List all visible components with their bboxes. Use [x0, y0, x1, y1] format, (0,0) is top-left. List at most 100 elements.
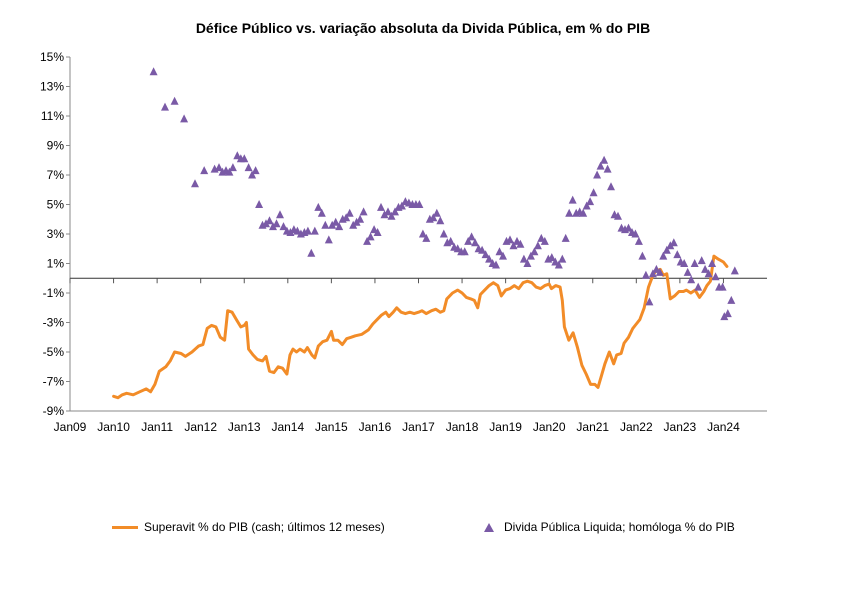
divida-point — [345, 208, 354, 217]
divida-point — [697, 256, 706, 265]
y-tick-label: 13% — [40, 80, 64, 94]
y-tick-label: 9% — [47, 139, 65, 153]
divida-point — [380, 210, 389, 219]
x-tick-label: Jan12 — [184, 420, 217, 434]
divida-point — [269, 222, 277, 231]
x-tick-label: Jan21 — [576, 420, 609, 434]
divida-point — [673, 250, 682, 259]
x-tick-label: Jan24 — [707, 420, 740, 434]
y-tick-label: 3% — [47, 227, 65, 241]
divida-point — [191, 179, 199, 188]
divida-point — [540, 236, 549, 245]
divida-point — [310, 226, 319, 235]
divida-point — [356, 214, 365, 223]
divida-point — [436, 216, 445, 225]
divida-point — [363, 236, 372, 245]
x-tick-label: Jan11 — [141, 420, 173, 434]
divida-point — [387, 211, 396, 220]
divida-point — [384, 207, 392, 216]
divida-point — [248, 170, 257, 179]
x-tick-label: Jan13 — [228, 420, 261, 434]
divida-point — [641, 270, 650, 279]
divida-point — [631, 229, 640, 238]
y-tick-label: 5% — [47, 198, 65, 212]
x-tick-label: Jan20 — [533, 420, 566, 434]
divida-point — [460, 247, 469, 256]
legend: Superavit % do PIB (cash; últimos 12 mes… — [0, 520, 846, 540]
divida-point — [723, 309, 732, 318]
divida-point — [596, 161, 605, 170]
divida-point — [600, 155, 609, 164]
divida-point — [244, 163, 253, 172]
divida-point — [655, 267, 664, 276]
divida-point — [149, 67, 158, 76]
divida-point — [170, 96, 179, 105]
divida-point — [342, 213, 351, 222]
y-tick-label: 1% — [47, 257, 65, 271]
divida-point — [225, 167, 234, 176]
divida-point — [523, 259, 532, 267]
divida-point — [317, 208, 326, 217]
divida-point — [331, 217, 340, 226]
divida-point — [495, 247, 504, 256]
divida-point — [415, 200, 424, 208]
y-tick-label: -1% — [43, 286, 65, 300]
x-tick-label: Jan10 — [97, 420, 130, 434]
divida-point — [464, 236, 473, 245]
divida-point — [519, 254, 528, 263]
divida-point — [422, 233, 431, 242]
divida-point — [659, 251, 668, 260]
divida-point — [690, 259, 699, 267]
divida-point — [701, 264, 710, 273]
divida-point — [467, 232, 476, 241]
divida-point — [432, 208, 441, 217]
divida-point — [276, 210, 284, 219]
divida-point — [161, 102, 169, 111]
divida-point — [634, 236, 643, 245]
y-tick-label: -7% — [43, 375, 65, 389]
legend-label-superavit: Superavit % do PIB (cash; últimos 12 mes… — [144, 520, 385, 534]
divida-point — [558, 254, 567, 263]
divida-point — [228, 163, 237, 172]
divida-point — [499, 251, 507, 260]
divida-point — [352, 217, 361, 226]
x-tick-label: Jan18 — [446, 420, 479, 434]
y-tick-label: -5% — [43, 345, 65, 359]
divida-point — [265, 216, 274, 225]
divida-point — [669, 238, 678, 247]
triangle-icon — [484, 522, 494, 532]
divida-point — [533, 241, 542, 250]
divida-point — [492, 260, 500, 269]
divida-point — [240, 154, 249, 163]
divida-point — [593, 170, 602, 179]
divida-point — [215, 163, 223, 172]
divida-point — [680, 259, 689, 267]
divida-point — [683, 267, 692, 276]
divida-point — [582, 201, 591, 210]
divida-point — [279, 222, 288, 231]
legend-label-divida: Divida Pública Liquida; homóloga % do PI… — [504, 520, 735, 534]
divida-point — [359, 207, 368, 216]
divida-point — [366, 232, 375, 241]
divida-point — [662, 245, 671, 254]
divida-point — [303, 226, 312, 235]
x-tick-label: Jan19 — [489, 420, 522, 434]
x-tick-label: Jan17 — [402, 420, 435, 434]
x-tick-label: Jan14 — [271, 420, 304, 434]
divida-point — [509, 241, 518, 250]
divida-point — [180, 114, 189, 123]
x-tick-label: Jan23 — [664, 420, 697, 434]
divida-point — [418, 229, 427, 238]
divida-point — [648, 269, 657, 278]
divida-point — [694, 282, 703, 291]
y-tick-label: 7% — [47, 168, 65, 182]
divida-point — [589, 188, 598, 197]
divida-point — [565, 208, 574, 217]
chart-title: Défice Público vs. variação absoluta da … — [195, 20, 651, 36]
divida-point — [561, 233, 570, 242]
legend-item-divida: Divida Pública Liquida; homóloga % do PI… — [484, 520, 735, 534]
divida-point — [727, 295, 736, 304]
x-tick-label: Jan16 — [359, 420, 392, 434]
